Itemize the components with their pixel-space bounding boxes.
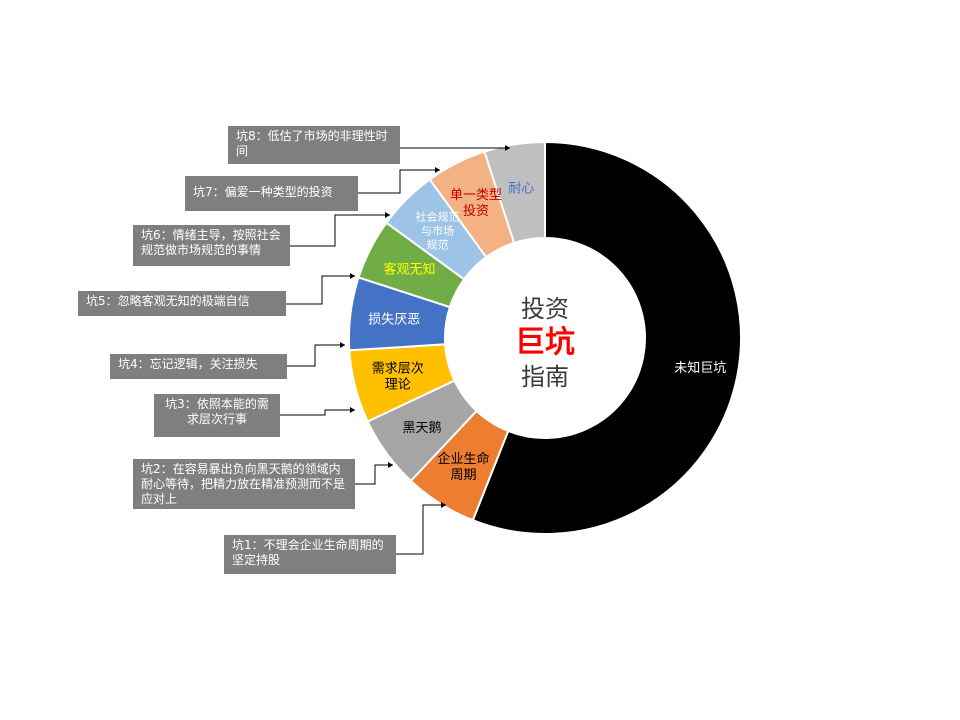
callout-pit-5: 坑5：忽略客观无知的极端自信 xyxy=(78,291,286,316)
callout-text: 坑2：在容易暴出负向黑天鹅的领域内耐心等待，把精力放在精准预测而不是应对上 xyxy=(141,462,346,506)
callout-pit-3: 坑3：依照本能的需求层次行事 xyxy=(154,394,280,437)
callout-title: 坑7 xyxy=(193,185,213,199)
leader-line-3 xyxy=(280,409,355,416)
callout-body: 不理会企业生命周期的坚定持股 xyxy=(232,538,384,567)
callout-body: 情绪主导，按照社会规范做市场规范的事情 xyxy=(141,228,281,257)
leader-arrowhead-2 xyxy=(388,462,393,468)
callout-pit-2: 坑2：在容易暴出负向黑天鹅的领域内耐心等待，把精力放在精准预测而不是应对上 xyxy=(133,459,355,509)
callout-pit-4: 坑4：忘记逻辑，关注损失 xyxy=(110,354,287,379)
callout-text: 坑7：偏爱一种类型的投资 xyxy=(193,185,333,199)
callout-pit-6: 坑6：情绪主导，按照社会规范做市场规范的事情 xyxy=(133,225,290,266)
callout-body: 在容易暴出负向黑天鹅的领域内耐心等待，把精力放在精准预测而不是应对上 xyxy=(141,462,346,506)
center-title-line2: 巨坑 xyxy=(515,325,575,360)
leader-line-4 xyxy=(287,344,345,367)
callout-title: 坑6 xyxy=(141,228,161,242)
callout-title: 坑5 xyxy=(86,294,106,308)
callout-title: 坑4 xyxy=(118,357,138,371)
callout-body: 依照本能的需求层次行事 xyxy=(186,397,269,426)
slices-group xyxy=(348,140,742,535)
leader-line-1 xyxy=(396,504,446,555)
callout-pit-7: 坑7：偏爱一种类型的投资 xyxy=(185,176,358,211)
callout-text: 坑5：忽略客观无知的极端自信 xyxy=(86,294,250,308)
callout-text: 坑3：依照本能的需求层次行事 xyxy=(165,397,269,426)
leader-arrowhead-4 xyxy=(340,342,345,348)
callout-text: 坑1：不理会企业生命周期的坚定持股 xyxy=(232,538,384,567)
slice-label-5: 损失厌恶 xyxy=(368,312,420,327)
slice-label-1: 未知巨坑 xyxy=(674,360,726,376)
center-title-line3: 指南 xyxy=(521,363,569,391)
slice-label-4: 需求层次理论 xyxy=(372,360,424,392)
leader-arrowhead-8 xyxy=(505,145,510,151)
center-title-line1: 投资 xyxy=(521,295,569,323)
leader-arrowhead-6 xyxy=(385,212,390,218)
leader-arrowhead-1 xyxy=(441,502,446,508)
callout-body: 忽略客观无知的极端自信 xyxy=(117,294,250,308)
callout-title: 坑8 xyxy=(236,129,256,143)
callout-text: 坑4：忘记逻辑，关注损失 xyxy=(118,357,258,371)
callout-title: 坑2 xyxy=(141,462,161,476)
slice-label-3: 黑天鹅 xyxy=(403,420,442,436)
slice-label-6: 客观无知 xyxy=(384,262,436,278)
leader-line-2 xyxy=(355,464,393,485)
callout-body: 偏爱一种类型的投资 xyxy=(224,185,333,199)
leader-arrowhead-5 xyxy=(350,273,355,279)
callout-pit-1: 坑1：不理会企业生命周期的坚定持股 xyxy=(224,535,396,574)
leader-arrowhead-3 xyxy=(350,407,355,413)
slice-label-7: 社会规范与市场规范 xyxy=(416,209,460,251)
leader-line-6 xyxy=(290,214,390,247)
callout-body: 低估了市场的非理性时间 xyxy=(236,129,388,158)
slice-1 xyxy=(471,140,742,535)
callout-text: 坑8：低估了市场的非理性时间 xyxy=(236,129,388,158)
slice-label-2: 企业生命周期 xyxy=(438,451,490,483)
slice-9 xyxy=(483,140,546,245)
slice-label-9: 耐心 xyxy=(508,181,534,196)
slice-label-8: 单一类型投资 xyxy=(450,188,502,219)
leader-line-5 xyxy=(286,275,355,305)
callout-body: 忘记逻辑，关注损失 xyxy=(149,357,258,371)
leader-arrowhead-7 xyxy=(435,167,440,173)
leader-lines-group xyxy=(280,145,510,555)
callout-title: 坑1 xyxy=(232,538,252,552)
callout-pit-8: 坑8：低估了市场的非理性时间 xyxy=(228,126,400,164)
callout-title: 坑3 xyxy=(165,397,185,411)
leader-line-7 xyxy=(358,169,440,194)
callout-text: 坑6：情绪主导，按照社会规范做市场规范的事情 xyxy=(141,228,281,257)
